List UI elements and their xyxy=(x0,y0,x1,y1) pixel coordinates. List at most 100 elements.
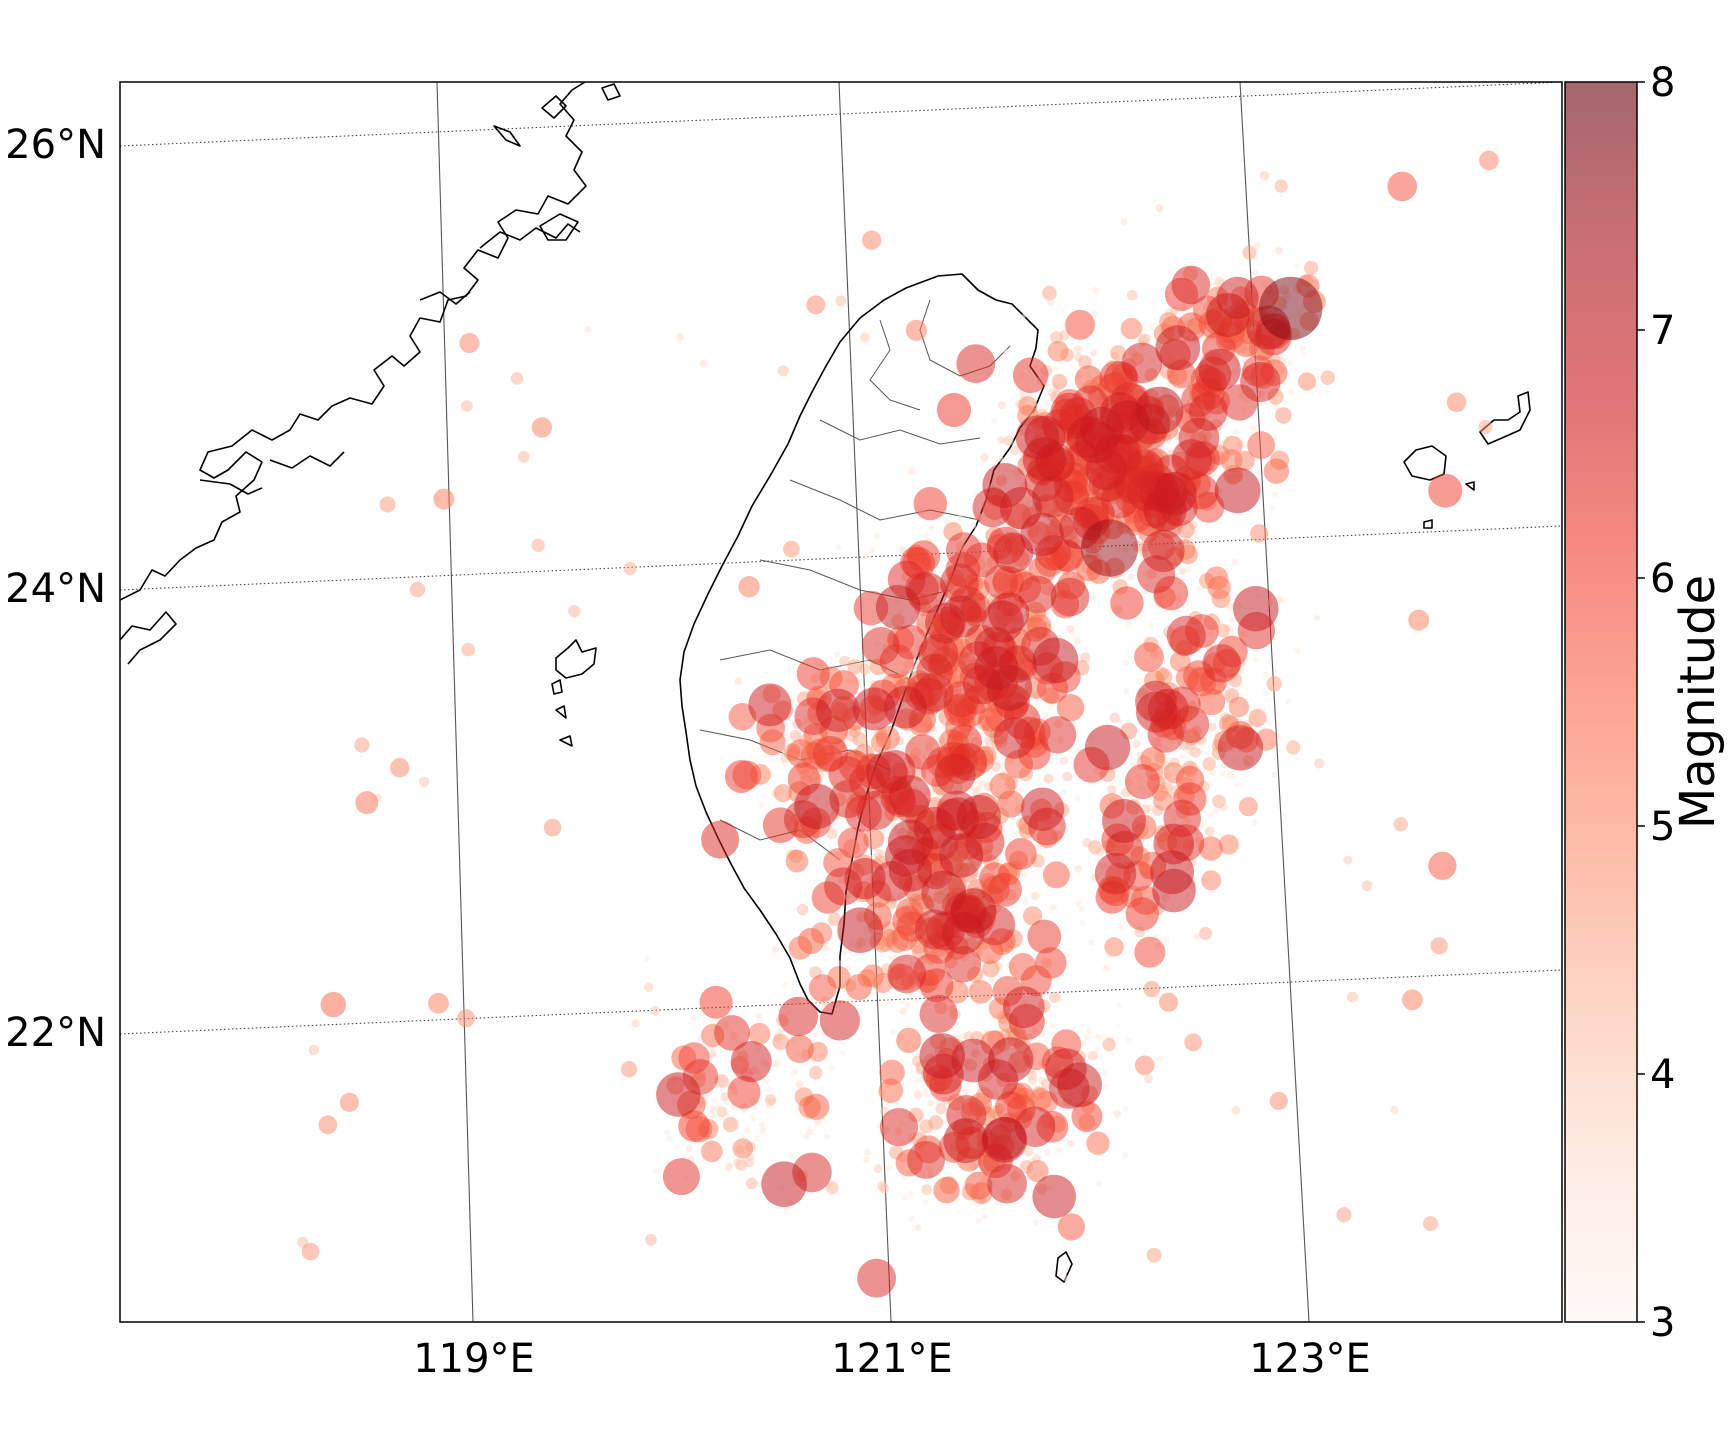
earthquake-point xyxy=(1253,241,1261,249)
colorbar-tick-label-3: 3 xyxy=(1650,1300,1675,1346)
earthquake-point xyxy=(839,1050,846,1057)
earthquake-point xyxy=(666,1135,673,1142)
earthquake-point xyxy=(1387,171,1417,202)
earthquake-point xyxy=(1057,1062,1102,1108)
earthquake-point xyxy=(847,659,863,675)
earthquake-point xyxy=(878,1078,904,1103)
penghu-islands xyxy=(551,639,597,747)
earthquake-point xyxy=(1051,373,1068,390)
earthquake-point xyxy=(1158,992,1179,1012)
earthquake-point xyxy=(979,453,989,462)
earthquake-point xyxy=(935,1103,947,1115)
mainland-island-2 xyxy=(541,95,567,119)
earthquake-point xyxy=(1039,1032,1045,1039)
earthquake-point xyxy=(982,960,1000,978)
earthquake-point xyxy=(1059,756,1069,766)
earthquake-point xyxy=(958,1033,965,1040)
earthquake-point xyxy=(1038,716,1077,754)
earthquake-point xyxy=(816,688,860,733)
earthquake-point xyxy=(806,295,826,315)
earthquake-point xyxy=(782,982,789,989)
earthquake-point xyxy=(1096,1034,1103,1041)
earthquake-point xyxy=(1080,519,1139,577)
colorbar-tick-label-5: 5 xyxy=(1650,804,1675,850)
earthquake-point xyxy=(709,1105,717,1114)
earthquake-point xyxy=(1095,1180,1102,1187)
earthquake-point xyxy=(1390,1105,1399,1114)
earthquake-point xyxy=(940,595,983,638)
earthquake-point xyxy=(1155,203,1164,213)
earthquake-point xyxy=(1107,784,1117,795)
earthquake-point xyxy=(1102,798,1146,843)
earthquake-point xyxy=(864,1148,871,1156)
earthquake-point xyxy=(1238,797,1258,817)
earthquake-point xyxy=(1047,340,1069,362)
colorbar-tick-label-6: 6 xyxy=(1650,556,1675,602)
earthquake-point xyxy=(1073,345,1083,354)
earthquake-point xyxy=(1343,855,1353,865)
earthquake-point xyxy=(997,401,1006,410)
earthquake-point xyxy=(1122,659,1129,666)
earthquake-point xyxy=(939,833,984,878)
earthquake-point xyxy=(806,1128,814,1136)
earthquake-point xyxy=(686,1145,693,1153)
earthquake-point xyxy=(987,1163,1027,1204)
earthquake-point xyxy=(531,417,553,438)
earthquake-point xyxy=(1240,361,1281,403)
earthquake-point xyxy=(707,1049,717,1059)
earthquake-point xyxy=(970,522,977,529)
earthquake-point xyxy=(1202,644,1241,683)
earthquake-point xyxy=(722,1116,739,1133)
earthquake-point xyxy=(777,365,789,377)
earthquake-point xyxy=(884,998,891,1005)
earthquake-point xyxy=(997,790,1025,818)
earthquake-point xyxy=(982,463,1028,508)
earthquake-point xyxy=(1178,567,1187,576)
earthquake-point xyxy=(919,1033,965,1079)
earthquake-point xyxy=(1051,366,1058,373)
earthquake-point xyxy=(1199,926,1213,940)
earthquake-point xyxy=(1262,671,1269,678)
earthquake-point xyxy=(1018,787,1025,793)
earthquake-point xyxy=(1086,1027,1093,1034)
earthquake-point xyxy=(778,996,819,1037)
earthquake-point xyxy=(1274,179,1288,193)
earthquake-point xyxy=(584,326,592,333)
earthquake-point xyxy=(1088,939,1095,946)
earthquake-point xyxy=(1143,980,1160,998)
earthquake-point xyxy=(1285,698,1292,705)
earthquake-point xyxy=(1206,293,1250,337)
earthquake-point xyxy=(956,344,996,383)
earthquake-point xyxy=(1120,218,1128,226)
earthquake-point xyxy=(933,1177,960,1204)
earthquake-point xyxy=(901,1194,908,1201)
earthquake-point xyxy=(790,1070,797,1077)
earthquake-point xyxy=(927,1099,935,1107)
earthquake-point xyxy=(1087,1051,1098,1061)
earthquake-point xyxy=(755,1012,763,1020)
earthquake-point xyxy=(1446,392,1467,413)
earthquake-point xyxy=(1147,622,1154,629)
earthquake-point xyxy=(645,1233,657,1246)
earthquake-point xyxy=(1259,276,1323,341)
earthquake-point xyxy=(1233,428,1240,435)
earthquake-point xyxy=(1218,834,1239,855)
earthquake-point xyxy=(1049,991,1061,1003)
earthquake-point xyxy=(913,997,920,1004)
earthquake-point xyxy=(1163,936,1170,943)
earthquake-point xyxy=(744,1127,751,1134)
earthquake-point xyxy=(1022,437,1067,482)
earthquake-point xyxy=(1171,265,1211,305)
earthquake-point xyxy=(1220,449,1243,472)
earthquake-point xyxy=(783,1205,790,1212)
earthquake-point xyxy=(701,1140,723,1163)
earthquake-point xyxy=(785,1034,814,1064)
earthquake-point xyxy=(1271,491,1278,498)
earthquake-point xyxy=(730,1041,772,1083)
earthquake-point xyxy=(945,532,982,569)
earthquake-point xyxy=(822,944,830,952)
earthquake-point xyxy=(1135,386,1184,435)
earthquake-point xyxy=(1286,740,1301,755)
latitude-labels: 26°N 24°N 22°N xyxy=(5,122,106,1056)
earthquake-point xyxy=(987,872,1022,907)
